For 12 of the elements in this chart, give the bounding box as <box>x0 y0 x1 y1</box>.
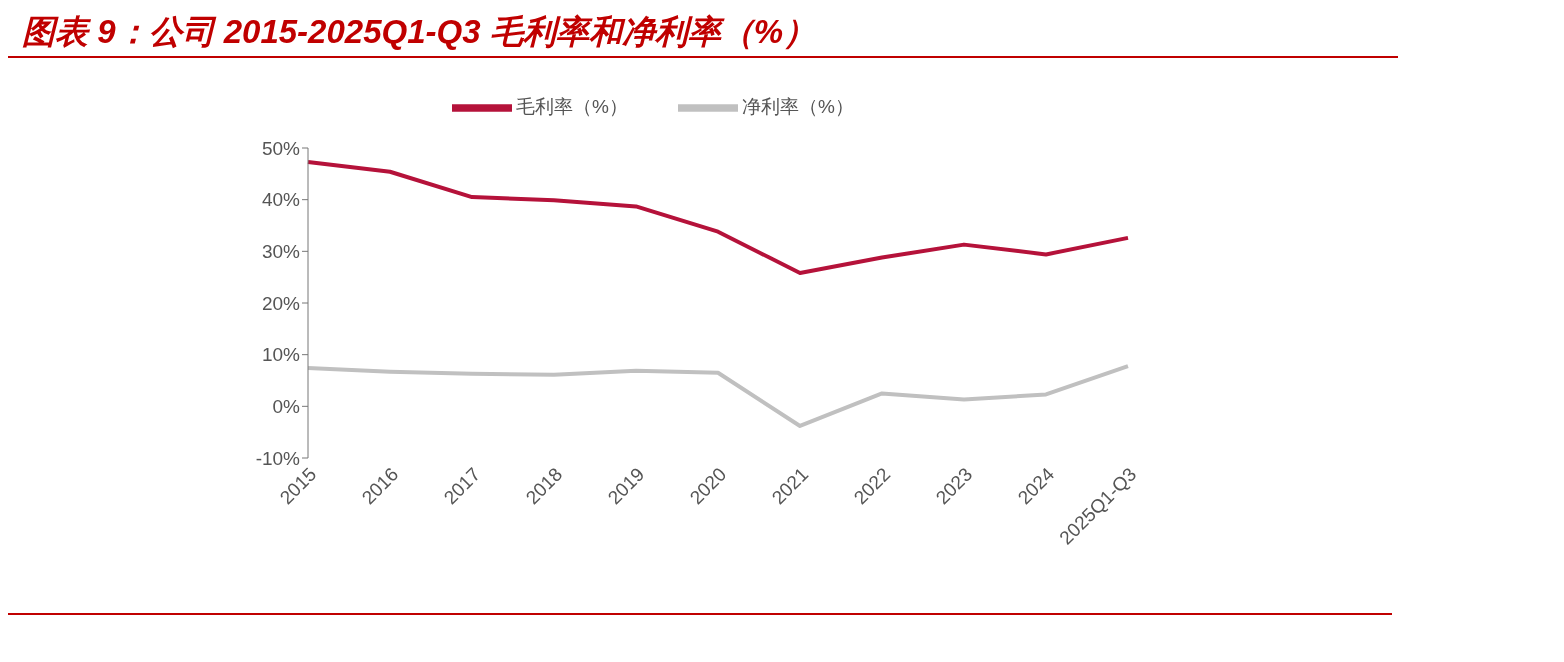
y-tick-label: 40% <box>261 189 301 211</box>
y-tick-label: 50% <box>261 137 301 159</box>
y-tick-label: -10% <box>255 447 301 469</box>
legend-label: 净利率（%） <box>742 96 854 118</box>
chart-title: 图表 9：公司 2015-2025Q1-Q3 毛利率和净利率（%） <box>22 11 817 52</box>
line-series <box>306 159 1130 276</box>
y-tick-label: 10% <box>261 344 301 366</box>
y-tick-label: 30% <box>261 241 301 263</box>
y-tick-label: 0% <box>272 396 301 418</box>
line-series <box>306 364 1130 428</box>
legend-label: 毛利率（%） <box>516 96 628 118</box>
y-tick-label: 20% <box>261 292 301 314</box>
